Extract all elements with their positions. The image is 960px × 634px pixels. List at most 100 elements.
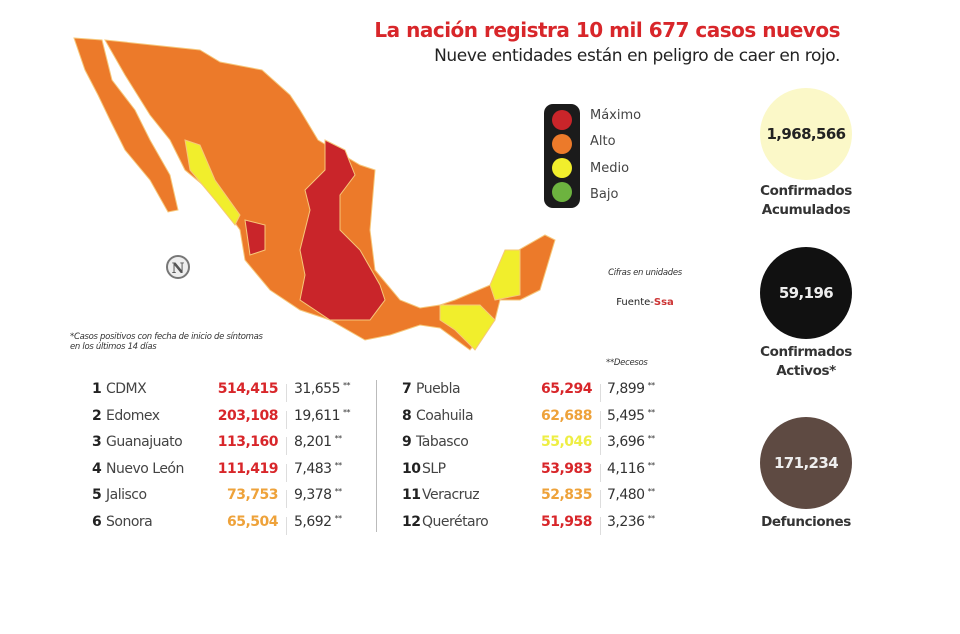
- stat-label-line: Defunciones: [761, 514, 851, 530]
- death-value: 5,495: [607, 407, 645, 424]
- deaths-mark: **: [647, 381, 656, 390]
- death-count: 7,483 **: [294, 461, 342, 477]
- death-count: 3,696 **: [607, 434, 655, 450]
- state-name: Nuevo León: [106, 460, 184, 477]
- death-value: 7,483: [294, 460, 332, 477]
- case-count: 113,160: [217, 434, 279, 450]
- legend-label: Medio: [590, 161, 630, 176]
- stat-value: 171,234: [773, 454, 839, 472]
- region-medio-sinaloa: [184, 139, 241, 226]
- compass-letter: N: [172, 261, 185, 277]
- footnote-line: en los últimos 14 días: [70, 342, 157, 352]
- table-row: 4 Nuevo León 111,419 7,483 **: [92, 460, 342, 485]
- region-medio-campeche: [489, 249, 521, 301]
- cell-divider: [286, 463, 287, 482]
- stat-value: 59,196: [778, 284, 834, 302]
- region-baja: [73, 37, 179, 213]
- state-name: Guanajuato: [106, 434, 183, 450]
- case-count: 55,046: [540, 434, 593, 450]
- death-count: 9,378 **: [294, 487, 342, 503]
- source-note: Fuente-Ssa: [590, 297, 700, 308]
- death-value: 31,655: [294, 381, 341, 397]
- table-row: 3 Guanajuato 113,160 8,201 **: [92, 434, 342, 458]
- rank: 8: [402, 407, 412, 424]
- death-count: 7,480 **: [607, 487, 655, 503]
- cell-divider: [286, 384, 287, 402]
- source-prefix: Fuente-: [616, 297, 654, 308]
- case-count: 53,983: [540, 460, 593, 477]
- death-count: 19,611 **: [294, 407, 351, 424]
- compass-icon: [166, 255, 190, 279]
- cell-divider: [600, 410, 601, 429]
- cell-divider: [600, 463, 601, 482]
- stat-label: Confirmados Activos*: [726, 343, 886, 381]
- death-count: 5,692 **: [294, 514, 342, 530]
- stat-label: Defunciones: [726, 513, 886, 532]
- state-name: Puebla: [416, 381, 461, 397]
- deaths-mark: **: [343, 407, 351, 417]
- table-row: 12 Querétaro 51,958 3,236 **: [402, 513, 655, 538]
- rank: 7: [402, 381, 412, 397]
- case-count: 52,835: [540, 487, 593, 503]
- table-row: 2 Edomex 203,108 19,611 **: [92, 407, 351, 432]
- deaths-mark: **: [647, 513, 656, 523]
- case-count: 51,958: [540, 513, 593, 530]
- case-count: 514,415: [217, 381, 279, 397]
- deaths-mark: **: [343, 381, 351, 390]
- stat-label-line: Activos*: [776, 363, 836, 379]
- state-name: SLP: [422, 460, 446, 477]
- death-count: 4,116 **: [607, 461, 655, 477]
- case-count: 203,108: [217, 407, 279, 424]
- region-maximo-nayarit: [244, 219, 266, 256]
- death-count: 7,899 **: [607, 381, 655, 397]
- death-value: 8,201: [294, 434, 332, 450]
- table-row: 6 Sonora 65,504 5,692 **: [92, 513, 342, 538]
- table-row: 1 CDMX 514,415 31,655 **: [92, 381, 351, 405]
- rank: 5: [92, 487, 102, 503]
- rank: 12: [402, 513, 421, 530]
- cell-divider: [600, 516, 601, 535]
- rank: 4: [92, 460, 102, 477]
- legend-label: Alto: [590, 134, 616, 149]
- state-name: Querétaro: [422, 513, 489, 530]
- lamp-alto: [552, 134, 572, 154]
- case-count: 73,753: [226, 487, 279, 503]
- table-row: 8 Coahuila 62,688 5,495 **: [402, 407, 655, 432]
- death-value: 5,692: [294, 513, 332, 530]
- region-maximo-central: [299, 139, 386, 321]
- case-count: 65,504: [226, 513, 279, 530]
- deaths-header: **Decesos: [606, 358, 648, 368]
- rank: 2: [92, 407, 102, 424]
- state-name: Veracruz: [422, 487, 480, 503]
- lamp-maximo: [552, 110, 572, 130]
- column-divider: [376, 380, 377, 532]
- deaths-mark: **: [334, 460, 343, 470]
- cell-divider: [286, 437, 287, 455]
- state-name: Edomex: [106, 407, 160, 424]
- rank: 6: [92, 513, 102, 530]
- cell-divider: [600, 490, 601, 508]
- deaths-mark: **: [647, 407, 656, 417]
- death-value: 3,236: [607, 513, 645, 530]
- death-value: 7,899: [607, 381, 645, 397]
- state-name: Jalisco: [106, 487, 147, 503]
- deaths-mark: **: [647, 434, 656, 443]
- death-count: 3,236 **: [607, 514, 655, 530]
- rank: 3: [92, 434, 102, 450]
- table-row: 5 Jalisco 73,753 9,378 **: [92, 487, 342, 511]
- table-row: 7 Puebla 65,294 7,899 **: [402, 381, 655, 405]
- death-count: 31,655 **: [294, 381, 351, 397]
- death-value: 7,480: [607, 487, 645, 503]
- deaths-mark: **: [647, 460, 656, 470]
- rank: 1: [92, 381, 102, 397]
- cell-divider: [600, 384, 601, 402]
- state-name: CDMX: [106, 381, 147, 397]
- stat-label: Confirmados Acumulados: [726, 182, 886, 220]
- table-row: 10 SLP 53,983 4,116 **: [402, 460, 655, 485]
- cell-divider: [286, 410, 287, 429]
- death-count: 8,201 **: [294, 434, 342, 450]
- deaths-mark: **: [334, 513, 343, 523]
- stat-label-line: Confirmados: [760, 183, 852, 199]
